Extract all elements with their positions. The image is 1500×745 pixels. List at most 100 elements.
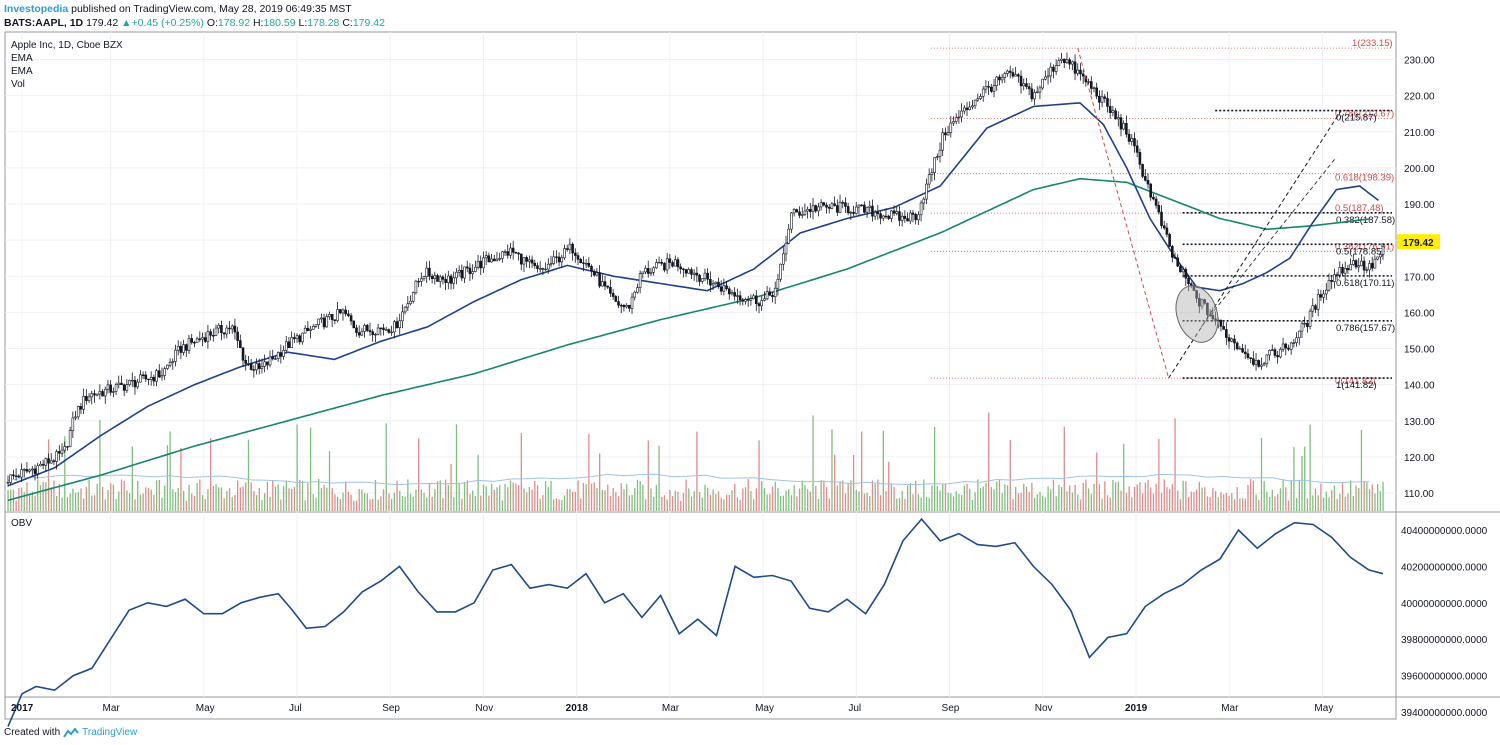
volume-bar [626, 484, 628, 511]
candle-body [1019, 75, 1023, 87]
candle-body [14, 475, 18, 477]
volume-bar [1320, 483, 1322, 511]
volume-bar [747, 479, 749, 511]
candle-body [968, 106, 972, 110]
candle-body [176, 346, 180, 351]
candle-body [365, 324, 369, 331]
candle-body [952, 121, 955, 124]
candle-body [152, 376, 156, 382]
volume-bar [1198, 481, 1201, 511]
volume-bar [904, 498, 906, 511]
volume-bar [439, 480, 441, 511]
volume-bar [504, 483, 506, 511]
highlight-ellipse[interactable] [1169, 280, 1225, 348]
volume-bar [617, 496, 620, 511]
candle-body [738, 295, 742, 301]
volume-bar [750, 491, 752, 511]
volume-bar [15, 500, 17, 511]
volume-bar [544, 481, 547, 511]
candle-body [382, 327, 385, 330]
volume-bar [1239, 498, 1241, 511]
close-value: 179.42 [352, 17, 385, 29]
publisher-brand[interactable]: Investopedia [4, 3, 69, 15]
candle-body [384, 329, 388, 331]
candle-body [1073, 61, 1077, 74]
volume-bar [744, 487, 747, 511]
volume-bar [145, 487, 147, 511]
volume-bar [1263, 481, 1265, 511]
candle-body [222, 332, 226, 335]
candle-body [606, 285, 610, 288]
volume-bar [920, 497, 922, 511]
volume-bar [228, 488, 231, 511]
volume-bar [842, 480, 844, 511]
volume-bar [898, 498, 901, 511]
candle-body [1303, 322, 1306, 325]
candle-body [1173, 257, 1177, 259]
volume-bar [1274, 496, 1276, 511]
volume-bar [977, 479, 979, 511]
candle-body [698, 274, 701, 282]
candle-body [31, 468, 34, 471]
candle-body [298, 335, 302, 343]
volume-bar [1379, 491, 1382, 511]
candle-body [536, 265, 539, 269]
volume-bar [1366, 482, 1368, 511]
volume-bar [180, 447, 182, 511]
candle-body [744, 299, 747, 302]
fibonacci-levels[interactable]: 1(233.15) 0.786(213.67) 0.618(198.39) 0.5(1… [930, 38, 1395, 391]
volume-bar [1382, 481, 1384, 511]
volume-bar [369, 499, 371, 511]
candle-body [17, 475, 21, 478]
volume-bar [472, 490, 474, 511]
volume-bar [442, 498, 444, 511]
trend-drawings[interactable] [1077, 47, 1342, 379]
volume-bar [1047, 486, 1049, 511]
fib2-level-label: 1(141.82) [1336, 380, 1377, 391]
volume-bar [1306, 498, 1309, 511]
candle-body [482, 257, 485, 269]
volume-bar [23, 492, 25, 511]
volume-bar [682, 492, 685, 511]
volume-bar [801, 480, 803, 511]
candle-body [525, 257, 528, 262]
candle-body [1111, 110, 1115, 113]
candle-body [255, 363, 258, 371]
volume-bar [1104, 481, 1106, 511]
volume-bar [825, 486, 828, 511]
volume-bar [490, 483, 493, 511]
volume-bar [177, 487, 179, 511]
candle-body [1106, 98, 1109, 107]
volume-bar [137, 480, 139, 511]
footer-brand[interactable]: TradingView [82, 727, 138, 738]
candle-body [241, 347, 245, 361]
candle-body [925, 183, 928, 200]
volume-bar [636, 479, 639, 511]
volume-bar [61, 497, 63, 511]
volume-bar [1355, 485, 1357, 511]
last-price-badge-bg [1397, 234, 1440, 250]
volume-bar [815, 486, 817, 511]
volume-bar [347, 491, 350, 511]
volume-bar [561, 499, 563, 511]
volume-bar [698, 491, 701, 511]
obv-tick-label: 40000000000.0000 [1401, 599, 1488, 610]
volume-bar [1185, 481, 1187, 511]
candle-body [390, 331, 393, 334]
volume-bar [1028, 491, 1030, 511]
tradingview-logo-icon[interactable] [63, 727, 79, 738]
candle-body [703, 272, 707, 280]
candle-body [803, 210, 807, 215]
volume-bar [1271, 489, 1273, 511]
candle-body [1222, 326, 1225, 330]
candle-body [136, 381, 139, 388]
volume-bar [669, 489, 671, 511]
candle-body [244, 360, 248, 364]
candle-body [503, 251, 507, 253]
candle-body [768, 291, 772, 296]
volume-bar [453, 497, 455, 511]
candle-body [1138, 152, 1142, 165]
volume-bar [966, 483, 968, 511]
candle-body [671, 262, 674, 267]
